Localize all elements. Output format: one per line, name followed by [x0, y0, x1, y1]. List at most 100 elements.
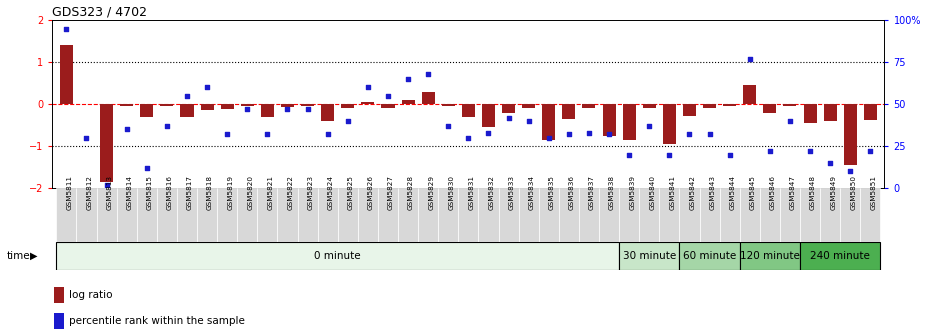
Bar [418, 188, 438, 242]
Point [863, 149, 878, 154]
Point [521, 118, 536, 124]
Bar [518, 188, 538, 242]
Bar [398, 188, 418, 242]
Bar [401, 100, 415, 104]
Bar [740, 188, 760, 242]
Point [99, 182, 114, 187]
Bar [318, 188, 338, 242]
Bar [820, 188, 841, 242]
Bar [679, 188, 700, 242]
Bar [281, 104, 294, 107]
Point [843, 169, 858, 174]
Bar [157, 188, 177, 242]
Text: GSM5828: GSM5828 [408, 175, 414, 210]
Bar [76, 188, 96, 242]
Bar [542, 104, 555, 140]
Bar [56, 188, 76, 242]
Text: GSM5816: GSM5816 [166, 175, 173, 210]
Bar [582, 104, 595, 108]
Bar [538, 188, 559, 242]
Text: GSM5813: GSM5813 [107, 175, 112, 210]
Bar [800, 188, 820, 242]
Bar [237, 188, 258, 242]
Bar [764, 104, 776, 114]
Point [461, 135, 476, 140]
Point [260, 132, 275, 137]
Text: ▶: ▶ [30, 251, 38, 261]
Bar [744, 85, 756, 104]
Point [742, 56, 757, 61]
Text: GSM5847: GSM5847 [790, 175, 796, 210]
Text: GSM5842: GSM5842 [689, 175, 695, 210]
Bar [619, 188, 639, 242]
Bar [54, 287, 64, 303]
Text: GSM5826: GSM5826 [368, 175, 374, 210]
Bar [784, 104, 797, 106]
Bar [278, 188, 298, 242]
Bar [217, 188, 237, 242]
Bar [502, 104, 515, 113]
Bar [137, 188, 157, 242]
Bar [140, 104, 153, 117]
Bar [824, 104, 837, 121]
Text: log ratio: log ratio [69, 290, 112, 300]
Bar [482, 104, 495, 127]
Point [561, 132, 576, 137]
Bar [663, 104, 676, 144]
Point [642, 123, 657, 129]
Bar [421, 92, 435, 104]
Text: GSM5817: GSM5817 [187, 175, 193, 210]
Bar [639, 188, 659, 242]
Bar [659, 188, 679, 242]
Point [722, 152, 737, 157]
Bar [56, 242, 619, 270]
Text: GSM5815: GSM5815 [146, 175, 153, 210]
Text: GSM5843: GSM5843 [709, 175, 715, 210]
Text: time: time [7, 251, 30, 261]
Text: GSM5838: GSM5838 [609, 175, 615, 210]
Text: GSM5840: GSM5840 [650, 175, 655, 210]
Bar [201, 104, 214, 111]
Bar [740, 242, 800, 270]
Bar [381, 104, 395, 108]
Point [622, 152, 637, 157]
Bar [120, 104, 133, 106]
Bar [579, 188, 599, 242]
Point [360, 85, 376, 90]
Bar [221, 104, 234, 109]
Text: GSM5848: GSM5848 [810, 175, 816, 210]
Text: GSM5846: GSM5846 [770, 175, 776, 210]
Text: GSM5849: GSM5849 [830, 175, 836, 210]
Point [440, 123, 456, 129]
Text: GSM5829: GSM5829 [428, 175, 435, 210]
Text: GSM5814: GSM5814 [126, 175, 133, 210]
Bar [780, 188, 800, 242]
Point [380, 93, 396, 98]
Bar [100, 104, 113, 182]
Point [180, 93, 195, 98]
Text: 120 minute: 120 minute [740, 251, 800, 261]
Text: GSM5818: GSM5818 [207, 175, 213, 210]
Point [300, 107, 315, 112]
Bar [864, 104, 877, 120]
Bar [478, 188, 498, 242]
Point [803, 149, 818, 154]
Point [420, 71, 436, 77]
Point [763, 149, 778, 154]
Bar [301, 104, 314, 106]
Point [601, 132, 616, 137]
Bar [358, 188, 378, 242]
Text: GSM5850: GSM5850 [850, 175, 856, 210]
Bar [498, 188, 518, 242]
Text: GSM5832: GSM5832 [489, 175, 495, 210]
Point [159, 123, 174, 129]
Bar [700, 188, 720, 242]
Bar [261, 104, 274, 117]
Point [823, 160, 838, 166]
Text: 0 minute: 0 minute [315, 251, 361, 261]
Bar [804, 104, 817, 123]
Text: GSM5812: GSM5812 [87, 175, 92, 210]
Text: GSM5839: GSM5839 [630, 175, 635, 210]
Bar [197, 188, 217, 242]
Text: GSM5831: GSM5831 [468, 175, 475, 210]
